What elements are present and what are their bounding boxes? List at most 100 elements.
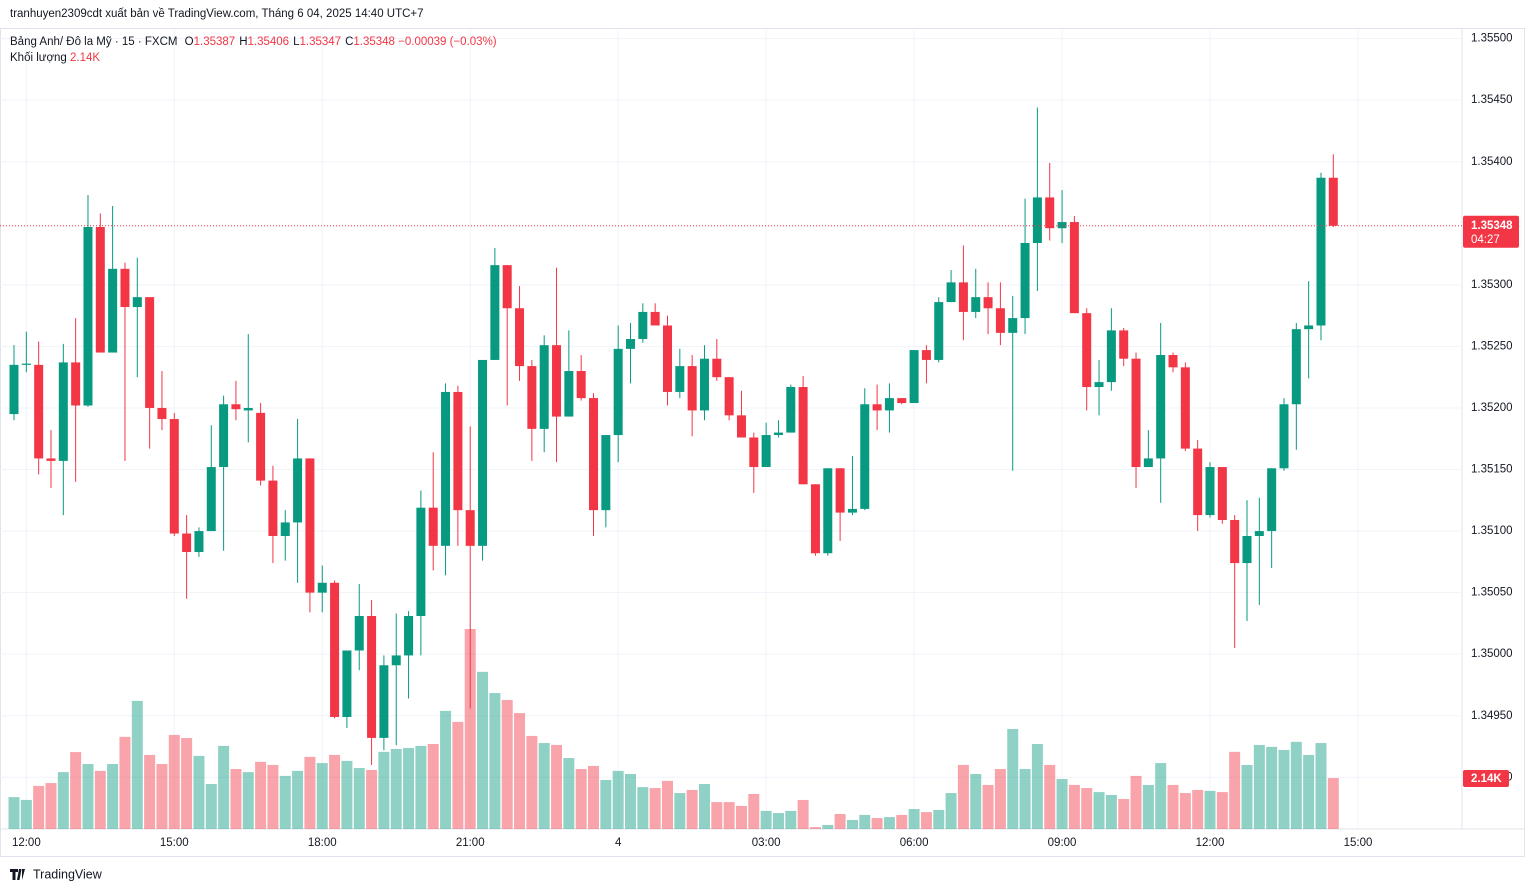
candle-body [1069,222,1079,314]
frame [0,28,1525,857]
candle-body [786,387,796,433]
candle-body [71,362,81,406]
candle-body [675,366,685,392]
volume-bar [1315,743,1327,829]
volume-bar [698,784,710,829]
candle-body [182,533,192,552]
volume-bar [403,748,415,829]
volume-legend: Khối lượng 2.14K [10,52,100,64]
candle-body [1045,197,1055,229]
volume-bar [452,721,464,829]
x-tick-label: 12:00 [12,837,41,849]
candle-body [515,308,525,367]
candle-body [21,363,31,365]
candle-body [9,364,19,415]
candle-body [662,325,672,392]
candle-body [1168,355,1178,368]
volume-bar [600,779,612,829]
volume-bar [785,810,797,829]
x-tick-label: 12:00 [1196,837,1225,849]
ohlc-key: O [184,36,194,48]
axes: 1.349001.349501.350001.350501.351001.351… [0,33,1519,849]
volume-bar [45,783,57,829]
volume-bar [526,735,538,829]
candle-body [83,226,93,406]
candle-body [823,468,833,554]
volume-bar [1142,784,1154,829]
volume-bar [94,770,106,829]
volume-bar [1278,749,1290,829]
volume-bar [20,799,32,829]
candle-body [132,297,142,308]
candle-body [280,522,290,536]
y-tick-label: 1.35000 [1471,648,1513,660]
volume-bar [292,770,304,829]
candle-body [1131,358,1141,468]
candle-body [847,508,857,513]
volume-bar [563,758,575,829]
candle-body [490,265,500,360]
volume-bar [551,744,563,829]
candle-body [1180,367,1190,449]
volume-bar [735,805,747,829]
volume-bar [588,765,600,829]
candle-body [601,435,611,511]
candle-body [564,371,574,417]
volume-bar [970,774,982,829]
candle-body [502,265,512,309]
volume-bar [945,793,957,829]
volume-bar [378,751,390,829]
candle-body [1205,467,1215,516]
volume-bar [230,769,242,829]
volume-bar [1216,792,1228,829]
candle-body [983,297,993,309]
candle-body [108,268,118,353]
candle-body [219,404,229,468]
volume-bar [723,802,735,829]
ohlc-key: L [293,36,300,48]
x-tick-label: 03:00 [752,837,781,849]
volume-bar [366,769,378,829]
candle-body [268,480,278,536]
candle-body [971,297,981,312]
candle-body [1156,355,1166,459]
volume-bar [1093,792,1105,829]
candle-body [909,350,919,404]
ohlc-value: 1.35406 [247,36,290,48]
volume-bar [760,810,772,829]
candle-body [428,507,438,546]
x-tick-label: 15:00 [160,837,189,849]
ohlc-value: 1.35387 [193,36,236,48]
candle-body [1057,222,1067,229]
volume-bar [304,756,316,829]
candle-body [638,311,648,340]
grid [0,30,1462,829]
y-tick-label: 1.35500 [1471,33,1513,45]
volume-bar [772,813,784,829]
candle-body [1316,177,1326,326]
volume-bar [1130,775,1142,829]
x-tick-label: 06:00 [900,837,929,849]
candle-body [157,407,167,420]
candle-body [1020,242,1030,319]
volume-bar [674,793,686,829]
ohlc: O1.35387 H1.35406 L1.35347 C1.35348 [181,36,395,48]
volume-bar [957,764,969,829]
volume-bar [538,743,550,829]
symbol: Bảng Anh/ Đô la Mỹ · 15 · FXCM [10,36,178,48]
volume-bar [464,629,476,829]
candle-body [860,404,870,509]
y-tick-label: 1.35450 [1471,94,1513,106]
candle-body [1328,177,1338,226]
candle-body [798,387,808,485]
volume-bar [612,770,624,829]
logo-icon [10,869,25,880]
candle-body [884,398,894,411]
candle-body [1032,197,1042,243]
candle-body [1267,468,1277,532]
candle-body [736,415,746,438]
candle-body [1230,519,1240,564]
candle-body [478,359,488,546]
candle-body [46,458,56,461]
